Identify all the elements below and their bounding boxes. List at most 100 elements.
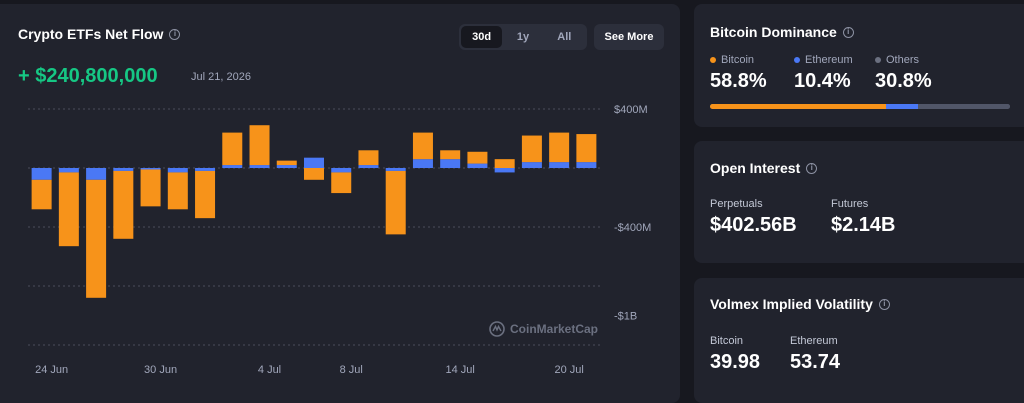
open-interest-title: Open Interest i bbox=[710, 160, 818, 176]
ethereum-flow-bar bbox=[276, 165, 297, 168]
legend-others: Others bbox=[875, 54, 919, 66]
x-tick-label: 24 Jun bbox=[35, 364, 68, 376]
ethereum-flow-bar bbox=[494, 168, 515, 173]
y-tick-label: -$400M bbox=[614, 222, 651, 234]
dominance-progress-bar bbox=[710, 104, 1010, 109]
ethereum-flow-bar bbox=[521, 162, 542, 168]
legend-label: Ethereum bbox=[805, 54, 853, 66]
bitcoin-flow-bar bbox=[222, 132, 243, 166]
bitcoin-flow-bar bbox=[113, 170, 134, 239]
ethereum-flow-bar bbox=[304, 157, 324, 168]
ethereum-flow-bar bbox=[549, 162, 570, 168]
legend-bitcoin: Bitcoin bbox=[710, 54, 754, 66]
coinmarketcap-logo-icon bbox=[489, 321, 505, 337]
net-flow-value: + $240,800,000 bbox=[18, 65, 158, 87]
range-selector: 30d 1y All bbox=[459, 24, 587, 50]
open-interest-card: Open Interest i Perpetuals $402.56B Futu… bbox=[694, 141, 1024, 263]
bitcoin-flow-bar bbox=[331, 172, 352, 194]
info-icon[interactable]: i bbox=[806, 162, 818, 174]
futures-value: $2.14B bbox=[831, 214, 896, 236]
ethereum-share-segment bbox=[886, 104, 918, 109]
ethereum-flow-bar bbox=[86, 168, 107, 180]
bitcoin-flow-bar bbox=[494, 159, 515, 168]
y-tick-label: -$1B bbox=[614, 311, 637, 323]
ethereum-flow-bar bbox=[167, 168, 188, 173]
net-flow-date: Jul 21, 2026 bbox=[191, 71, 251, 83]
range-all-button[interactable]: All bbox=[557, 31, 572, 43]
bitcoin-flow-bar bbox=[249, 125, 270, 166]
bitcoin-flow-bar bbox=[576, 134, 597, 163]
x-tick-label: 4 Jul bbox=[258, 364, 281, 376]
legend-label: Bitcoin bbox=[721, 54, 755, 66]
legend-ethereum: Ethereum bbox=[794, 54, 853, 66]
others-dominance-value: 30.8% bbox=[875, 70, 932, 92]
ethereum-flow-bar bbox=[331, 168, 352, 173]
bitcoin-share-segment bbox=[710, 104, 887, 109]
futures-label: Futures bbox=[831, 198, 869, 210]
perpetuals-value: $402.56B bbox=[710, 214, 797, 236]
implied-volatility-card: Volmex Implied Volatility i Bitcoin 39.9… bbox=[694, 278, 1024, 403]
etf-title: Crypto ETFs Net Flow i bbox=[18, 26, 181, 42]
ethereum-flow-bar bbox=[385, 168, 406, 171]
others-dot-icon bbox=[875, 57, 881, 63]
bitcoin-flow-bar bbox=[549, 132, 570, 163]
bitcoin-flow-bar bbox=[412, 132, 433, 160]
bitcoin-flow-bar bbox=[467, 151, 488, 164]
bitcoin-volatility-value: 39.98 bbox=[710, 351, 761, 373]
etf-title-text: Crypto ETFs Net Flow bbox=[18, 26, 164, 42]
bitcoin-dot-icon bbox=[710, 57, 716, 63]
bitcoin-dominance-value: 58.8% bbox=[710, 70, 767, 92]
volatility-title: Volmex Implied Volatility i bbox=[710, 296, 890, 312]
coinmarketcap-logo-mark bbox=[492, 324, 502, 332]
x-tick-label: 30 Jun bbox=[144, 364, 177, 376]
bitcoin-flow-bar bbox=[167, 172, 188, 210]
bitcoin-flow-bar bbox=[276, 160, 297, 166]
watermark-text: CoinMarketCap bbox=[510, 322, 598, 336]
etf-net-flow-card: $400M -$400M -$1B 24 Jun 30 Jun 4 Jul 8 Jul 14 … bbox=[0, 4, 680, 403]
bitcoin-flow-bar bbox=[58, 172, 79, 247]
x-tick-label: 20 Jul bbox=[554, 364, 583, 376]
x-tick-label: 8 Jul bbox=[340, 364, 363, 376]
ethereum-flow-bar bbox=[576, 162, 597, 168]
see-more-button[interactable]: See More bbox=[594, 24, 664, 50]
ethereum-flow-bar bbox=[140, 168, 161, 170]
bitcoin-flow-bar bbox=[140, 169, 161, 207]
info-icon[interactable]: i bbox=[878, 298, 890, 310]
open-interest-title-text: Open Interest bbox=[710, 160, 801, 176]
bitcoin-flow-bar bbox=[440, 150, 461, 160]
ethereum-flow-bar bbox=[195, 168, 216, 171]
ethereum-flow-bar bbox=[467, 163, 488, 168]
bitcoin-flow-bar bbox=[385, 170, 406, 235]
ethereum-flow-bar bbox=[58, 168, 79, 173]
ethereum-volatility-label: Ethereum bbox=[790, 335, 838, 347]
bitcoin-flow-bar bbox=[31, 179, 52, 210]
ethereum-flow-bar bbox=[440, 159, 461, 168]
info-icon[interactable]: i bbox=[169, 28, 181, 40]
ethereum-dominance-value: 10.4% bbox=[794, 70, 851, 92]
ethereum-flow-bar bbox=[412, 159, 433, 168]
ethereum-volatility-value: 53.74 bbox=[790, 351, 841, 373]
dominance-title-text: Bitcoin Dominance bbox=[710, 24, 837, 40]
bitcoin-flow-bar bbox=[358, 150, 379, 166]
bitcoin-volatility-label: Bitcoin bbox=[710, 335, 744, 347]
x-tick-label: 14 Jul bbox=[446, 364, 475, 376]
ethereum-flow-bar bbox=[358, 165, 379, 168]
range-30d-button[interactable]: 30d bbox=[461, 26, 503, 48]
bitcoin-flow-bar bbox=[304, 168, 324, 180]
bitcoin-flow-bar bbox=[521, 135, 542, 163]
bitcoin-flow-bar bbox=[86, 179, 107, 298]
ethereum-flow-bar bbox=[249, 165, 270, 168]
ethereum-dot-icon bbox=[794, 57, 800, 63]
others-share-segment bbox=[917, 104, 1010, 109]
ethereum-flow-bar bbox=[113, 168, 134, 171]
ethereum-flow-bar bbox=[31, 168, 52, 180]
perpetuals-label: Perpetuals bbox=[710, 198, 763, 210]
info-icon[interactable]: i bbox=[842, 26, 854, 38]
ethereum-flow-bar bbox=[222, 165, 243, 168]
bitcoin-flow-bar bbox=[195, 170, 216, 219]
y-tick-label: $400M bbox=[614, 104, 648, 116]
bitcoin-dominance-card: Bitcoin Dominance i Bitcoin Ethereum Oth… bbox=[694, 4, 1024, 127]
range-1y-button[interactable]: 1y bbox=[516, 31, 530, 43]
dominance-title: Bitcoin Dominance i bbox=[710, 24, 854, 40]
volatility-title-text: Volmex Implied Volatility bbox=[710, 296, 873, 312]
